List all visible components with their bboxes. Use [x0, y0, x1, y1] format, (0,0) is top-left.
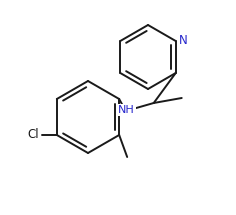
Text: Cl: Cl [27, 127, 39, 140]
Text: NH: NH [118, 105, 135, 115]
Text: N: N [179, 34, 187, 48]
